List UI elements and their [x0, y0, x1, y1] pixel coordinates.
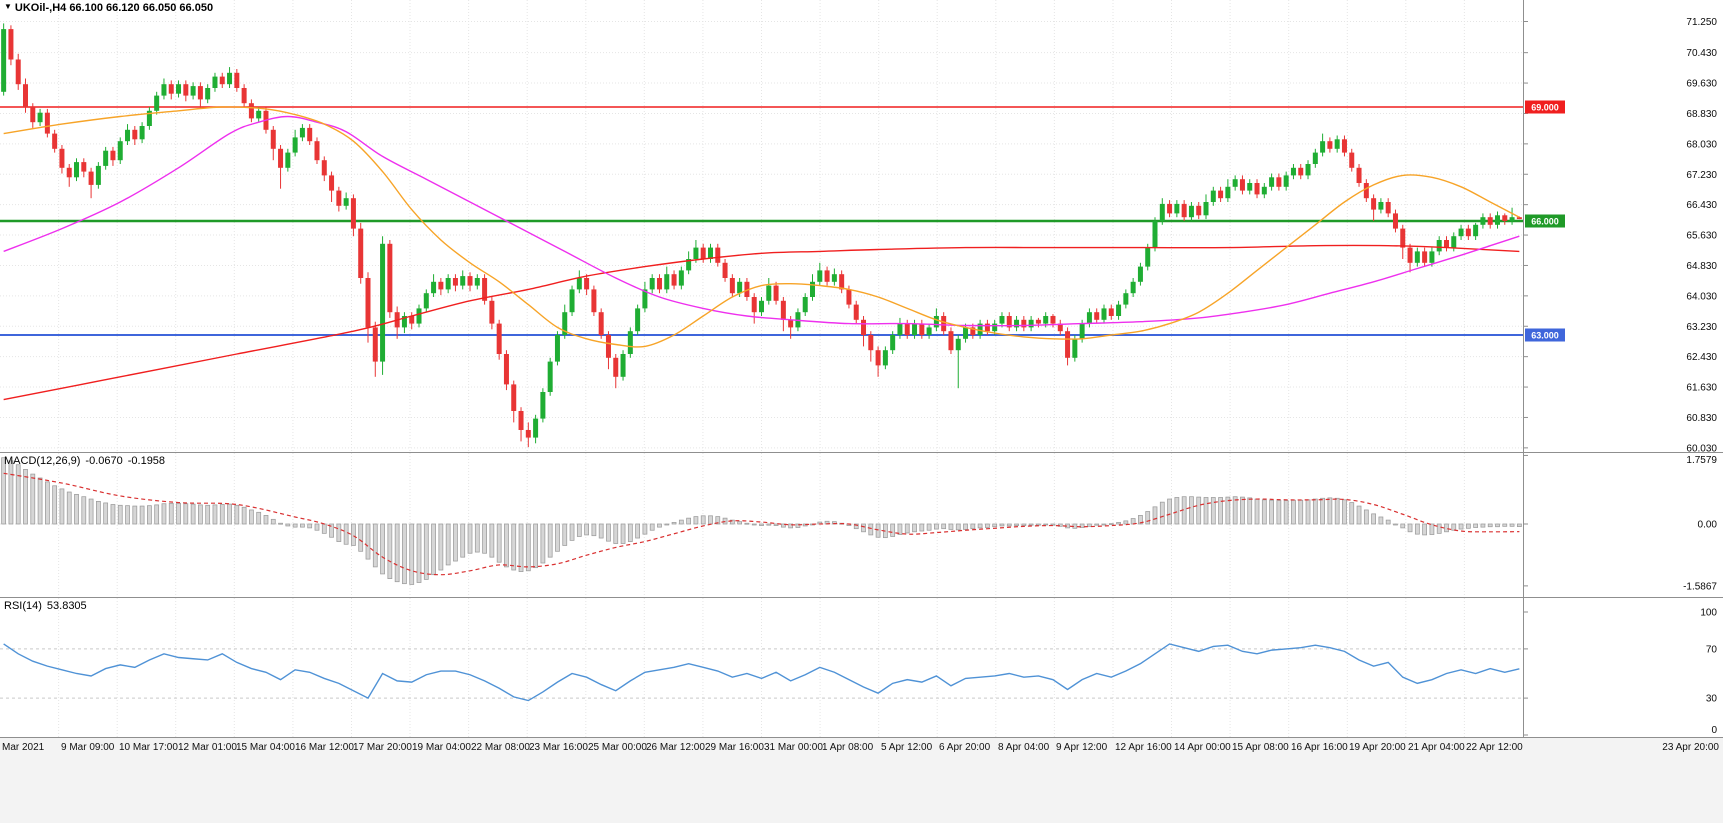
- rsi-line: [3, 643, 1520, 702]
- macd-value-main: -0.0670: [85, 455, 123, 467]
- price-chart-canvas[interactable]: 71.250 70.430 69.630 68.830 68.030 67.230 66.4…: [0, 0, 1723, 452]
- time-label: 16 Mar 12:00: [295, 742, 354, 753]
- time-label: 26 Mar 12:00: [646, 742, 705, 753]
- rsi-tick-label: 70: [1706, 644, 1718, 655]
- price-tick-label: 69.630: [1686, 79, 1717, 90]
- time-label: 8 Apr 04:00: [998, 742, 1050, 753]
- time-label: 22 Apr 12:00: [1466, 742, 1523, 753]
- rsi-tick-label: 0: [1711, 725, 1717, 736]
- macd-indicator-name: MACD(12,26,9): [4, 455, 81, 467]
- macd-panel[interactable]: 1.7579 0.00 -1.5867 MACD(12,26,9) -0.0670 -0…: [0, 453, 1723, 598]
- price-tick-label: 60.030: [1686, 443, 1717, 452]
- macd-tick-label: -1.5867: [1683, 581, 1717, 592]
- price-tick-label: 68.830: [1686, 109, 1717, 120]
- price-tick-label: 64.830: [1686, 261, 1717, 272]
- price-tick-label: 65.630: [1686, 231, 1717, 242]
- price-tick-label: 71.250: [1686, 17, 1717, 28]
- rsi-tick-label: 100: [1700, 608, 1717, 619]
- time-label: 23 Mar 16:00: [529, 742, 588, 753]
- time-label: 14 Apr 00:00: [1174, 742, 1231, 753]
- time-label: 31 Mar 00:00: [764, 742, 823, 753]
- macd-label: MACD(12,26,9) -0.0670 -0.1958: [4, 455, 165, 467]
- time-label: 16 Apr 16:00: [1291, 742, 1348, 753]
- time-label: 21 Apr 04:00: [1408, 742, 1465, 753]
- chart-title: ▼ UKOil-,H4 66.100 66.120 66.050 66.050: [4, 2, 213, 14]
- time-label: 22 Mar 08:00: [471, 742, 530, 753]
- price-line-badge: [1525, 100, 1565, 114]
- price-tick-label: 63.230: [1686, 322, 1717, 333]
- price-panel[interactable]: 71.250 70.430 69.630 68.830 68.030 67.230 66.4…: [0, 0, 1723, 453]
- price-line-badge: [1525, 214, 1565, 228]
- svg-text:69.000: 69.000: [1531, 103, 1559, 113]
- price-line-badge: [1525, 328, 1565, 342]
- svg-text:66.000: 66.000: [1531, 217, 1559, 227]
- price-tick-label: 60.830: [1686, 413, 1717, 424]
- rsi-panel[interactable]: 100 70 30 0 RSI(14) 53.8305: [0, 598, 1723, 738]
- symbol-triangle-icon: ▼: [4, 2, 12, 11]
- time-label: 29 Mar 16:00: [705, 742, 764, 753]
- price-tick-label: 62.430: [1686, 352, 1717, 363]
- time-axis[interactable]: Mar 2021 9 Mar 09:00 10 Mar 17:00 12 Mar 01…: [0, 738, 1723, 823]
- price-tick-label: 66.430: [1686, 200, 1717, 211]
- time-label: 17 Mar 20:00: [353, 742, 412, 753]
- chart-title-text: UKOil-,H4 66.100 66.120 66.050 66.050: [14, 2, 214, 14]
- ma-magenta-line: [3, 115, 1520, 327]
- price-tick-label: 67.230: [1686, 170, 1717, 181]
- time-label: 12 Mar 01:00: [178, 742, 237, 753]
- rsi-label: RSI(14) 53.8305: [4, 600, 87, 612]
- macd-tick-label: 0.00: [1698, 520, 1718, 531]
- macd-value-signal: -0.1958: [127, 455, 166, 467]
- ma-red-line: [3, 244, 1520, 401]
- rsi-canvas[interactable]: 100 70 30 0: [0, 598, 1723, 737]
- price-tick-label: 70.430: [1686, 48, 1717, 59]
- time-label: 6 Apr 20:00: [939, 742, 991, 753]
- price-tick-label: 64.030: [1686, 291, 1717, 302]
- rsi-indicator-name: RSI(14): [4, 600, 42, 612]
- time-label: 19 Mar 04:00: [412, 742, 471, 753]
- time-label: 12 Apr 16:00: [1115, 742, 1172, 753]
- time-label: 19 Apr 20:00: [1349, 742, 1406, 753]
- time-label: 10 Mar 17:00: [119, 742, 178, 753]
- rsi-tick-label: 30: [1706, 694, 1718, 705]
- time-axis-labels: Mar 2021 9 Mar 09:00 10 Mar 17:00 12 Mar 01…: [0, 738, 1723, 823]
- price-tick-label: 68.030: [1686, 139, 1717, 150]
- time-label: 23 Apr 20:00: [1662, 742, 1719, 753]
- time-label: 15 Apr 08:00: [1232, 742, 1289, 753]
- ma-orange-line: [3, 106, 1520, 348]
- macd-canvas[interactable]: 1.7579 0.00 -1.5867: [0, 453, 1723, 597]
- time-label: 9 Mar 09:00: [61, 742, 115, 753]
- time-label: 9 Apr 12:00: [1056, 742, 1108, 753]
- macd-tick-label: 1.7579: [1686, 455, 1717, 466]
- time-label: 1 Apr 08:00: [822, 742, 874, 753]
- price-tick-label: 61.630: [1686, 383, 1717, 394]
- rsi-value: 53.8305: [46, 600, 87, 612]
- macd-signal-line: [3, 472, 1520, 576]
- svg-text:63.000: 63.000: [1531, 331, 1559, 341]
- time-label: Mar 2021: [2, 742, 45, 753]
- time-label: 5 Apr 12:00: [881, 742, 933, 753]
- time-label: 25 Mar 00:00: [588, 742, 647, 753]
- time-label: 15 Mar 04:00: [236, 742, 295, 753]
